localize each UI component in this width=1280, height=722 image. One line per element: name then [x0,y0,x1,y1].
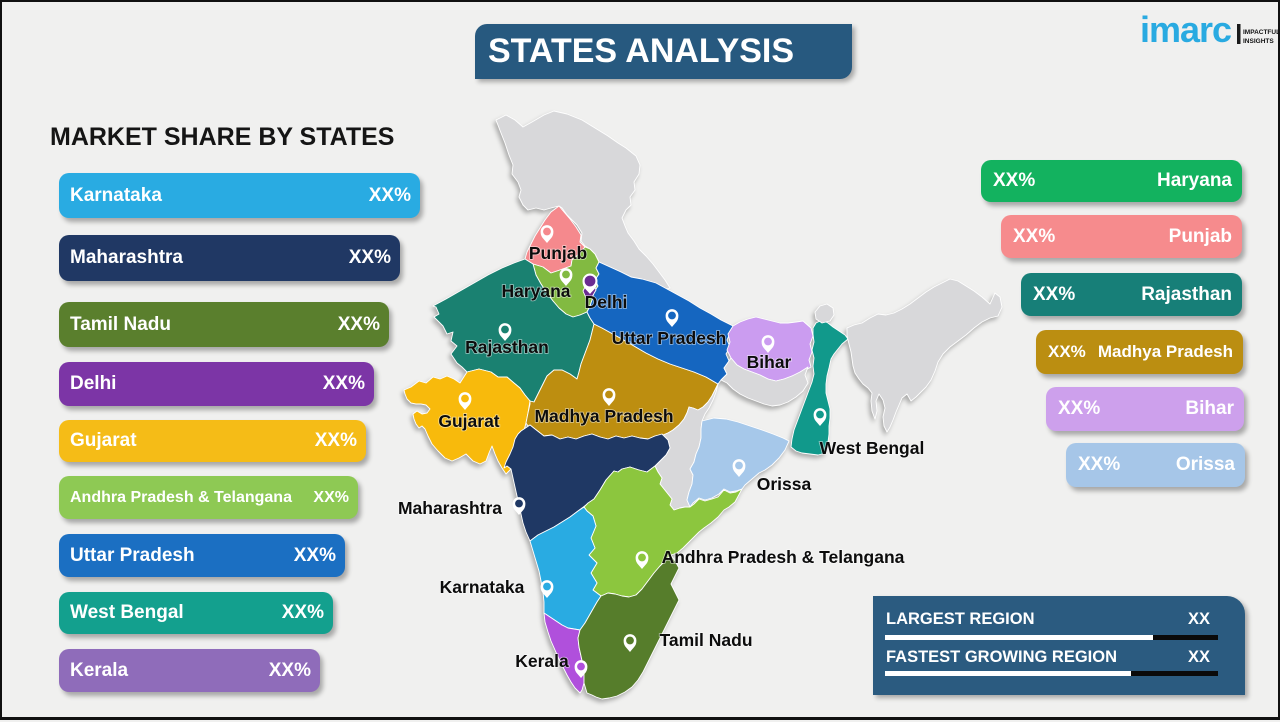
svg-text:Madhya Pradesh: Madhya Pradesh [534,406,673,426]
svg-text:Karnataka: Karnataka [440,577,525,597]
svg-text:INSIGHTS: INSIGHTS [1243,38,1274,45]
svg-text:Orissa: Orissa [757,474,812,494]
svg-text:Delhi: Delhi [585,292,628,312]
svg-text:Uttar Pradesh: Uttar Pradesh [612,328,727,348]
svg-text:imarc: imarc [1140,9,1231,50]
svg-text:Bihar: Bihar [747,352,792,372]
svg-text:West Bengal: West Bengal [820,438,925,458]
svg-text:Maharashtra: Maharashtra [398,498,502,518]
svg-text:Andhra Pradesh & Telangana: Andhra Pradesh & Telangana [662,547,905,567]
svg-text:Tamil Nadu: Tamil Nadu [659,630,752,650]
svg-text:Gujarat: Gujarat [438,411,499,431]
svg-text:Kerala: Kerala [515,651,569,671]
svg-text:IMPACTFUL: IMPACTFUL [1243,29,1280,36]
svg-text:Haryana: Haryana [501,281,570,301]
svg-text:Rajasthan: Rajasthan [465,337,549,357]
svg-text:Punjab: Punjab [529,243,587,263]
